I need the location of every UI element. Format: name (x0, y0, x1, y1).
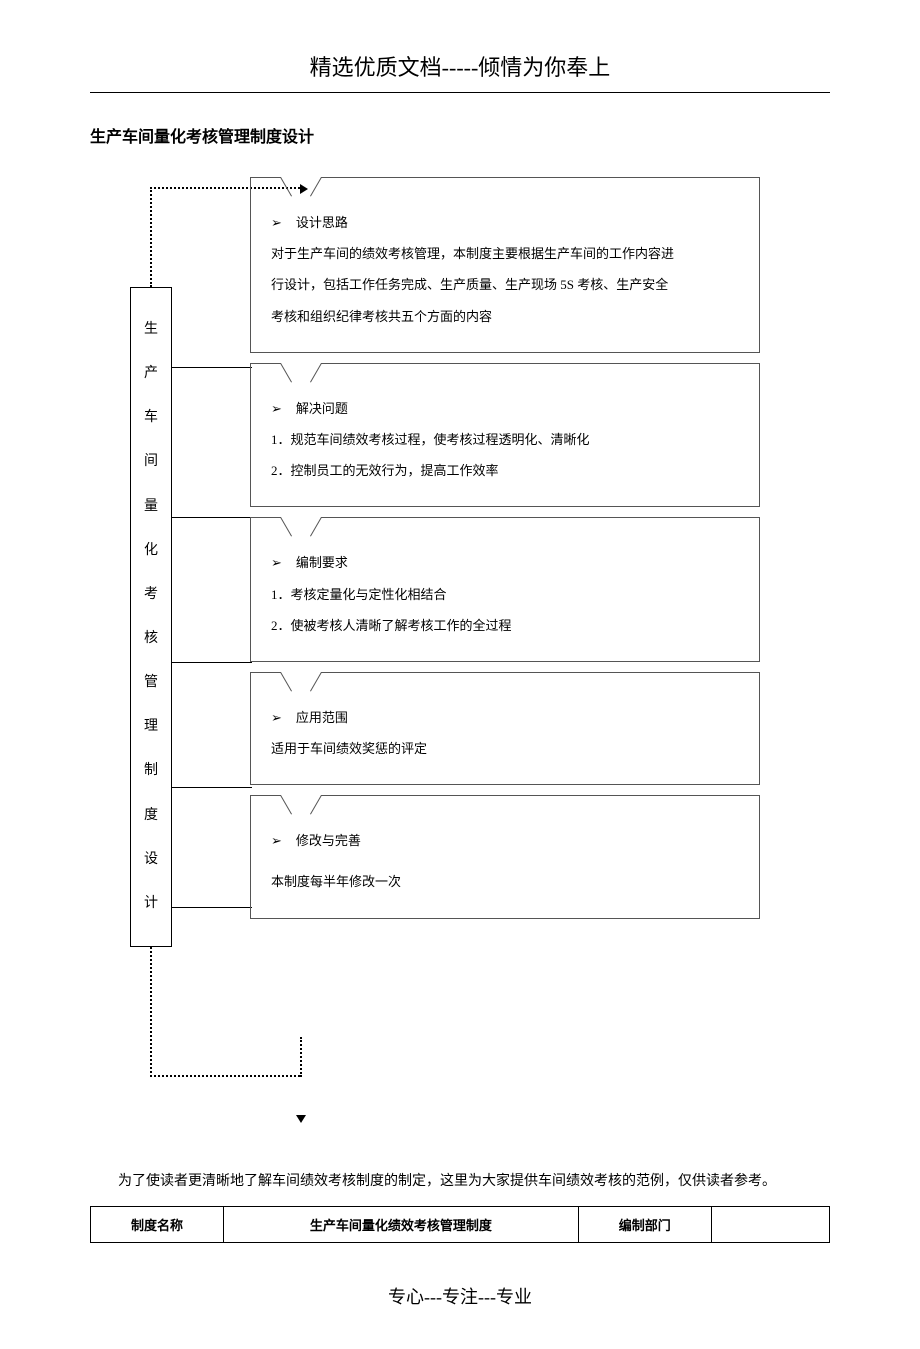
footer-paragraph: 为了使读者更清晰地了解车间绩效考核制度的制定，这里为大家提供车间绩效考核的范例，… (90, 1167, 830, 1198)
vchar: 管 (144, 676, 158, 690)
vchar: 化 (144, 544, 158, 558)
card-heading: 设计思路 (271, 207, 739, 238)
card-line: 本制度每半年修改一次 (271, 866, 739, 897)
vchar: 度 (144, 809, 158, 823)
vchar: 生 (144, 323, 158, 337)
page-header: 精选优质文档-----倾情为你奉上 (90, 50, 830, 93)
card-heading: 解决问题 (271, 393, 739, 424)
card-heading: 编制要求 (271, 547, 739, 578)
cell-value-name: 生产车间量化绩效考核管理制度 (224, 1206, 579, 1242)
card-heading: 应用范围 (271, 702, 739, 733)
connector-line (172, 662, 252, 663)
cell-value-dept (711, 1206, 829, 1242)
card-problem: 解决问题 1．规范车间绩效考核过程，使考核过程透明化、清晰化 2．控制员工的无效… (250, 363, 760, 508)
card-scope: 应用范围 适用于车间绩效奖惩的评定 (250, 672, 760, 785)
cell-label-name: 制度名称 (91, 1206, 224, 1242)
vchar: 制 (144, 764, 158, 778)
card-revision: 修改与完善 本制度每半年修改一次 (250, 795, 760, 918)
connector-line (172, 787, 252, 788)
vchar: 计 (144, 897, 158, 911)
dotted-connector-bottom (150, 947, 300, 1077)
cell-label-dept: 编制部门 (578, 1206, 711, 1242)
connector-line (172, 367, 252, 368)
card-line: 适用于车间绩效奖惩的评定 (271, 733, 739, 764)
card-design-idea: 设计思路 对于生产车间的绩效考核管理，本制度主要根据生产车间的工作内容进 行设计… (250, 177, 760, 353)
vchar: 车 (144, 411, 158, 425)
connector-line (172, 517, 252, 518)
vchar: 设 (144, 853, 158, 867)
vchar: 产 (144, 367, 158, 381)
vchar: 考 (144, 588, 158, 602)
connector-line (172, 907, 252, 908)
card-line: 1．规范车间绩效考核过程，使考核过程透明化、清晰化 (271, 424, 739, 455)
flow-diagram: 生 产 车 间 量 化 考 核 管 理 制 度 设 计 设计思路 对于生产车间的… (130, 187, 830, 1107)
card-line: 2．使被考核人清晰了解考核工作的全过程 (271, 610, 739, 641)
card-line: 对于生产车间的绩效考核管理，本制度主要根据生产车间的工作内容进 (271, 238, 739, 269)
vchar: 间 (144, 455, 158, 469)
card-line: 行设计，包括工作任务完成、生产质量、生产现场 5S 考核、生产安全 (271, 269, 739, 300)
vchar: 理 (144, 720, 158, 734)
card-heading: 修改与完善 (271, 825, 739, 856)
card-requirement: 编制要求 1．考核定量化与定性化相结合 2．使被考核人清晰了解考核工作的全过程 (250, 517, 760, 662)
card-container: 设计思路 对于生产车间的绩效考核管理，本制度主要根据生产车间的工作内容进 行设计… (250, 177, 760, 929)
card-line: 2．控制员工的无效行为，提高工作效率 (271, 455, 739, 486)
document-title: 生产车间量化考核管理制度设计 (90, 123, 830, 147)
vchar: 量 (144, 500, 158, 514)
vertical-title-box: 生 产 车 间 量 化 考 核 管 理 制 度 设 计 (130, 287, 172, 947)
vchar: 核 (144, 632, 158, 646)
page-footer: 专心---专注---专业 (90, 1283, 830, 1309)
card-line: 考核和组织纪律考核共五个方面的内容 (271, 301, 739, 332)
card-line: 1．考核定量化与定性化相结合 (271, 579, 739, 610)
meta-table: 制度名称 生产车间量化绩效考核管理制度 编制部门 (90, 1206, 830, 1243)
